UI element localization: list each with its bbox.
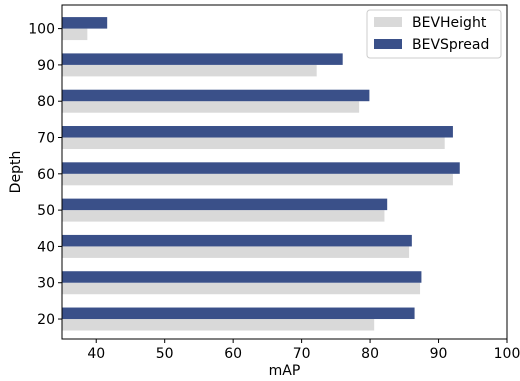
bar-bevheight-30	[62, 282, 421, 295]
bar-bevheight-40	[62, 246, 410, 258]
y-tick-label-40: 40	[37, 239, 55, 255]
y-axis-label: Depth	[8, 151, 24, 194]
legend-label-bevheight: BEVHeight	[412, 15, 487, 31]
y-axis-ticks: 20 30 40 50 60 70 80 90 100	[28, 22, 62, 328]
plot-frame	[61, 4, 508, 340]
x-tick-label-70: 70	[293, 346, 311, 362]
bar-bevheight-60	[62, 173, 453, 186]
bar-bevspread-50	[62, 198, 388, 211]
x-tick-label-50: 50	[156, 346, 174, 362]
bar-bevspread-20	[62, 307, 415, 320]
legend-label-bevspread: BEVSpread	[412, 37, 489, 53]
y-tick-label-80: 80	[37, 94, 55, 110]
bar-bevspread-30	[62, 271, 422, 283]
x-tick-label-60: 60	[224, 346, 242, 362]
legend: BEVHeight BEVSpread	[366, 9, 502, 59]
x-tick-label-100: 100	[494, 346, 520, 362]
bar-bevspread-80	[62, 89, 370, 102]
legend-swatch-bevheight	[374, 17, 402, 27]
x-tick-label-40: 40	[87, 346, 105, 362]
x-axis-label: mAP	[269, 363, 301, 379]
y-tick-label-70: 70	[37, 131, 55, 147]
y-tick-label-100: 100	[28, 22, 55, 38]
bars-layer	[62, 17, 460, 331]
y-tick-label-30: 30	[37, 276, 55, 292]
y-tick-label-20: 20	[37, 312, 55, 328]
y-tick-label-60: 60	[37, 167, 55, 183]
bar-bevspread-90	[62, 53, 343, 65]
x-axis-ticks: 40 50 60 70 80 90 100	[87, 339, 520, 362]
bar-bevspread-70	[62, 126, 453, 138]
bar-bevheight-90	[62, 64, 317, 77]
y-tick-label-50: 50	[37, 203, 55, 219]
bar-bevspread-40	[62, 234, 412, 247]
bar-bevheight-100	[62, 28, 88, 41]
bar-bevheight-20	[62, 319, 375, 331]
bar-bevheight-50	[62, 210, 385, 222]
x-tick-label-80: 80	[361, 346, 379, 362]
x-tick-label-90: 90	[430, 346, 448, 362]
bar-bevheight-70	[62, 137, 445, 150]
y-tick-label-90: 90	[37, 58, 55, 74]
bar-bevheight-80	[62, 101, 360, 113]
legend-swatch-bevspread	[374, 39, 402, 49]
bar-bevspread-100	[62, 17, 108, 29]
bar-bevspread-60	[62, 162, 460, 174]
